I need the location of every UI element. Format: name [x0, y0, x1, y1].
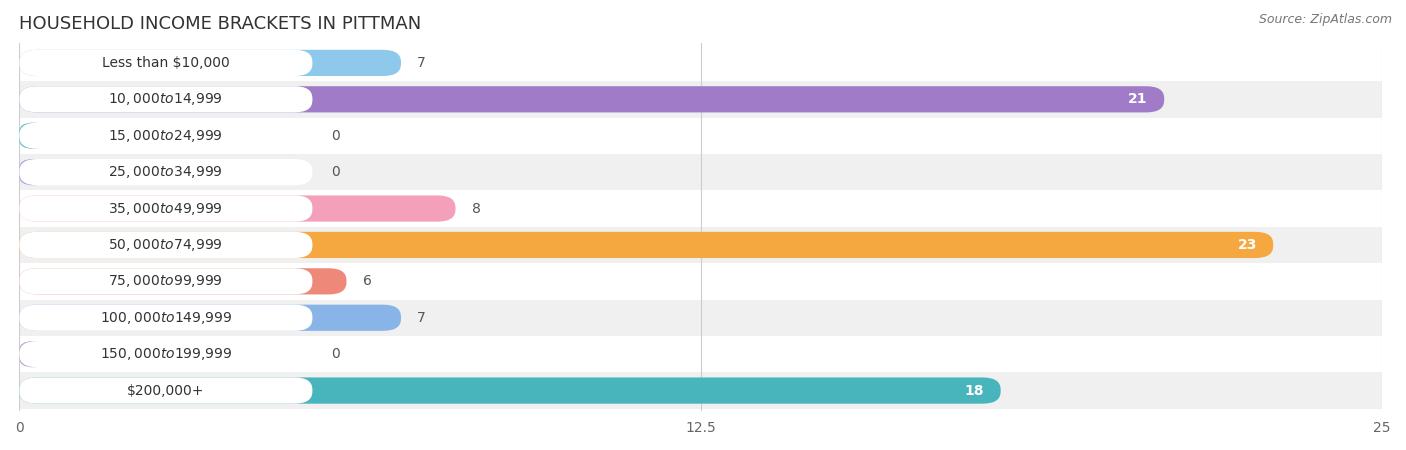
- FancyBboxPatch shape: [20, 159, 312, 185]
- FancyBboxPatch shape: [20, 341, 312, 367]
- Text: 21: 21: [1129, 92, 1147, 106]
- Text: 23: 23: [1237, 238, 1257, 252]
- FancyBboxPatch shape: [20, 232, 312, 258]
- FancyBboxPatch shape: [20, 195, 456, 222]
- FancyBboxPatch shape: [20, 378, 312, 404]
- FancyBboxPatch shape: [20, 86, 312, 112]
- FancyBboxPatch shape: [20, 190, 1382, 227]
- Text: $25,000 to $34,999: $25,000 to $34,999: [108, 164, 224, 180]
- Text: $15,000 to $24,999: $15,000 to $24,999: [108, 128, 224, 144]
- Text: $150,000 to $199,999: $150,000 to $199,999: [100, 346, 232, 362]
- FancyBboxPatch shape: [20, 263, 1382, 300]
- FancyBboxPatch shape: [20, 154, 1382, 190]
- FancyBboxPatch shape: [20, 268, 346, 294]
- Text: HOUSEHOLD INCOME BRACKETS IN PITTMAN: HOUSEHOLD INCOME BRACKETS IN PITTMAN: [20, 15, 422, 33]
- Text: Less than $10,000: Less than $10,000: [103, 56, 229, 70]
- FancyBboxPatch shape: [20, 159, 46, 185]
- Text: 0: 0: [332, 347, 340, 361]
- FancyBboxPatch shape: [20, 50, 312, 76]
- Text: $100,000 to $149,999: $100,000 to $149,999: [100, 310, 232, 326]
- Text: 8: 8: [472, 202, 481, 216]
- Text: 18: 18: [965, 383, 984, 397]
- FancyBboxPatch shape: [20, 122, 312, 149]
- Text: Source: ZipAtlas.com: Source: ZipAtlas.com: [1258, 14, 1392, 27]
- Text: $75,000 to $99,999: $75,000 to $99,999: [108, 273, 224, 289]
- FancyBboxPatch shape: [20, 378, 1001, 404]
- Text: 7: 7: [418, 311, 426, 325]
- Text: $10,000 to $14,999: $10,000 to $14,999: [108, 91, 224, 107]
- FancyBboxPatch shape: [20, 305, 312, 331]
- FancyBboxPatch shape: [20, 117, 1382, 154]
- FancyBboxPatch shape: [20, 50, 401, 76]
- FancyBboxPatch shape: [20, 300, 1382, 336]
- FancyBboxPatch shape: [20, 81, 1382, 117]
- FancyBboxPatch shape: [20, 227, 1382, 263]
- FancyBboxPatch shape: [20, 305, 401, 331]
- FancyBboxPatch shape: [20, 195, 312, 222]
- FancyBboxPatch shape: [20, 86, 1164, 112]
- FancyBboxPatch shape: [20, 122, 46, 149]
- FancyBboxPatch shape: [20, 341, 46, 367]
- FancyBboxPatch shape: [20, 268, 312, 294]
- FancyBboxPatch shape: [20, 372, 1382, 409]
- Text: $200,000+: $200,000+: [127, 383, 204, 397]
- FancyBboxPatch shape: [20, 336, 1382, 372]
- Text: 7: 7: [418, 56, 426, 70]
- FancyBboxPatch shape: [20, 232, 1274, 258]
- Text: 0: 0: [332, 165, 340, 179]
- Text: $35,000 to $49,999: $35,000 to $49,999: [108, 201, 224, 216]
- Text: 0: 0: [332, 129, 340, 143]
- Text: $50,000 to $74,999: $50,000 to $74,999: [108, 237, 224, 253]
- FancyBboxPatch shape: [20, 45, 1382, 81]
- Text: 6: 6: [363, 274, 371, 288]
